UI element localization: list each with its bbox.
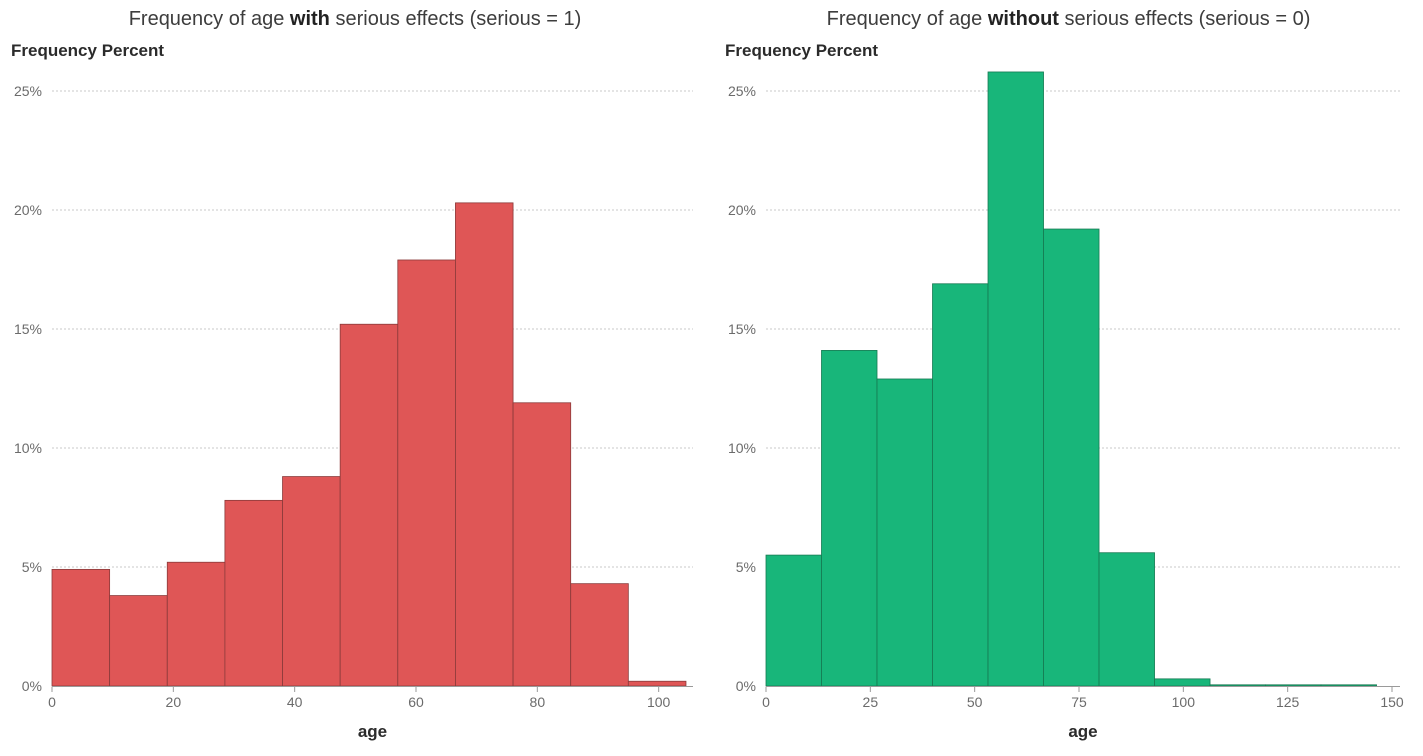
y-tick-label: 20%: [14, 202, 42, 218]
y-axis-label: Frequency Percent: [725, 41, 879, 60]
x-tick-label: 60: [408, 694, 424, 710]
x-tick-label: 25: [863, 694, 879, 710]
histogram-bar: [821, 350, 878, 687]
histogram-bar: [397, 259, 456, 687]
histogram-bar: [1154, 678, 1211, 687]
histogram-bar: [627, 680, 687, 687]
histogram-bar: [1265, 684, 1322, 687]
y-tick-label: 15%: [728, 321, 756, 337]
histogram-bar: [282, 476, 341, 687]
y-axis-label: Frequency Percent: [11, 41, 165, 60]
y-tick-label: 20%: [728, 202, 756, 218]
x-tick-label: 100: [1172, 694, 1196, 710]
histogram-bar: [876, 378, 933, 687]
histogram-bar: [339, 323, 399, 687]
x-tick-label: 0: [48, 694, 56, 710]
histogram-bar: [1320, 684, 1377, 687]
histogram-bar: [987, 71, 1044, 687]
x-tick-label: 40: [287, 694, 303, 710]
y-tick-label: 0%: [22, 678, 42, 694]
y-tick-label: 0%: [736, 678, 756, 694]
histogram-bar: [224, 499, 283, 687]
chart-title: Frequency of age with serious effects (s…: [128, 8, 582, 30]
histogram-bar: [932, 283, 989, 687]
y-tick-label: 25%: [728, 83, 756, 99]
x-tick-label: 125: [1276, 694, 1300, 710]
y-tick-label: 5%: [736, 559, 756, 575]
y-tick-label: 10%: [728, 440, 756, 456]
y-tick-label: 15%: [14, 321, 42, 337]
x-tick-label: 0: [762, 694, 770, 710]
histogram-bar: [51, 568, 111, 687]
y-tick-label: 10%: [14, 440, 42, 456]
x-tick-label: 75: [1071, 694, 1087, 710]
y-tick-label: 25%: [14, 83, 42, 99]
histogram-bar: [166, 561, 226, 687]
chart-panel-not-serious: Frequency of age without serious effects…: [714, 0, 1423, 756]
histogram-bar: [512, 402, 572, 687]
histogram-serious: 0% 5% 10% 15% 20% 25% 0 20 40 60 80 100 age: [14, 83, 693, 741]
x-tick-label: 80: [530, 694, 546, 710]
histogram-bar: [1098, 552, 1155, 687]
x-tick-label: 20: [166, 694, 182, 710]
x-axis-label: age: [1068, 722, 1097, 741]
histogram-bar: [765, 554, 822, 687]
histogram-bar: [1043, 228, 1100, 687]
x-tick-label: 50: [967, 694, 983, 710]
y-tick-label: 5%: [22, 559, 42, 575]
chart-title: Frequency of age without serious effects…: [826, 8, 1311, 30]
x-axis-label: age: [358, 722, 387, 741]
histogram-not-serious: 0% 5% 10% 15% 20% 25% 0 25 50 75 100 125 150 age: [728, 71, 1404, 741]
histogram-bar: [570, 583, 629, 687]
x-tick-label: 100: [647, 694, 671, 710]
histogram-bar: [1209, 684, 1266, 687]
histogram-bar: [455, 202, 514, 687]
chart-panel-serious: Frequency of age with serious effects (s…: [0, 0, 710, 756]
histogram-bar: [109, 595, 168, 687]
x-tick-label: 150: [1380, 694, 1404, 710]
